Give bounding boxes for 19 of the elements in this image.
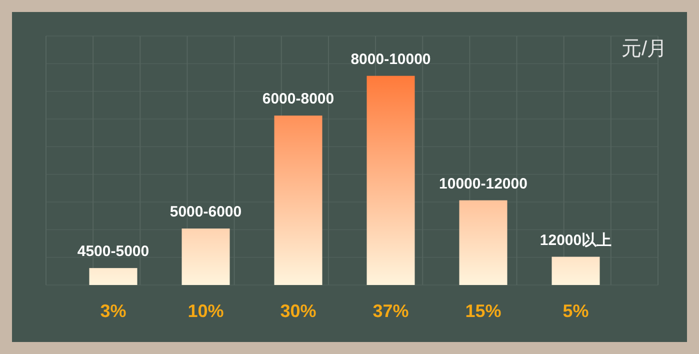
bar [274, 116, 322, 285]
annotation: 12000以上 [540, 232, 612, 249]
x-tick-label: 3% [100, 301, 126, 321]
bar [182, 228, 230, 285]
annotation: 10000-12000 [439, 175, 528, 192]
bar [459, 200, 508, 285]
bar [552, 256, 600, 285]
annotation: 4500-5000 [77, 243, 150, 260]
x-tick-label: 15% [465, 301, 502, 321]
x-tick-label: 37% [372, 301, 409, 321]
bar [366, 76, 415, 285]
x-tick-label: 5% [562, 301, 589, 321]
x-tick-label: 10% [188, 301, 224, 321]
annotation: 8000-10000 [350, 50, 431, 68]
annotation: 6000-8000 [262, 90, 334, 108]
x-tick-label: 30% [280, 301, 316, 321]
bar [89, 268, 138, 285]
y-axis-title: 元/月 [621, 38, 667, 60]
annotation: 5000-6000 [170, 204, 242, 221]
